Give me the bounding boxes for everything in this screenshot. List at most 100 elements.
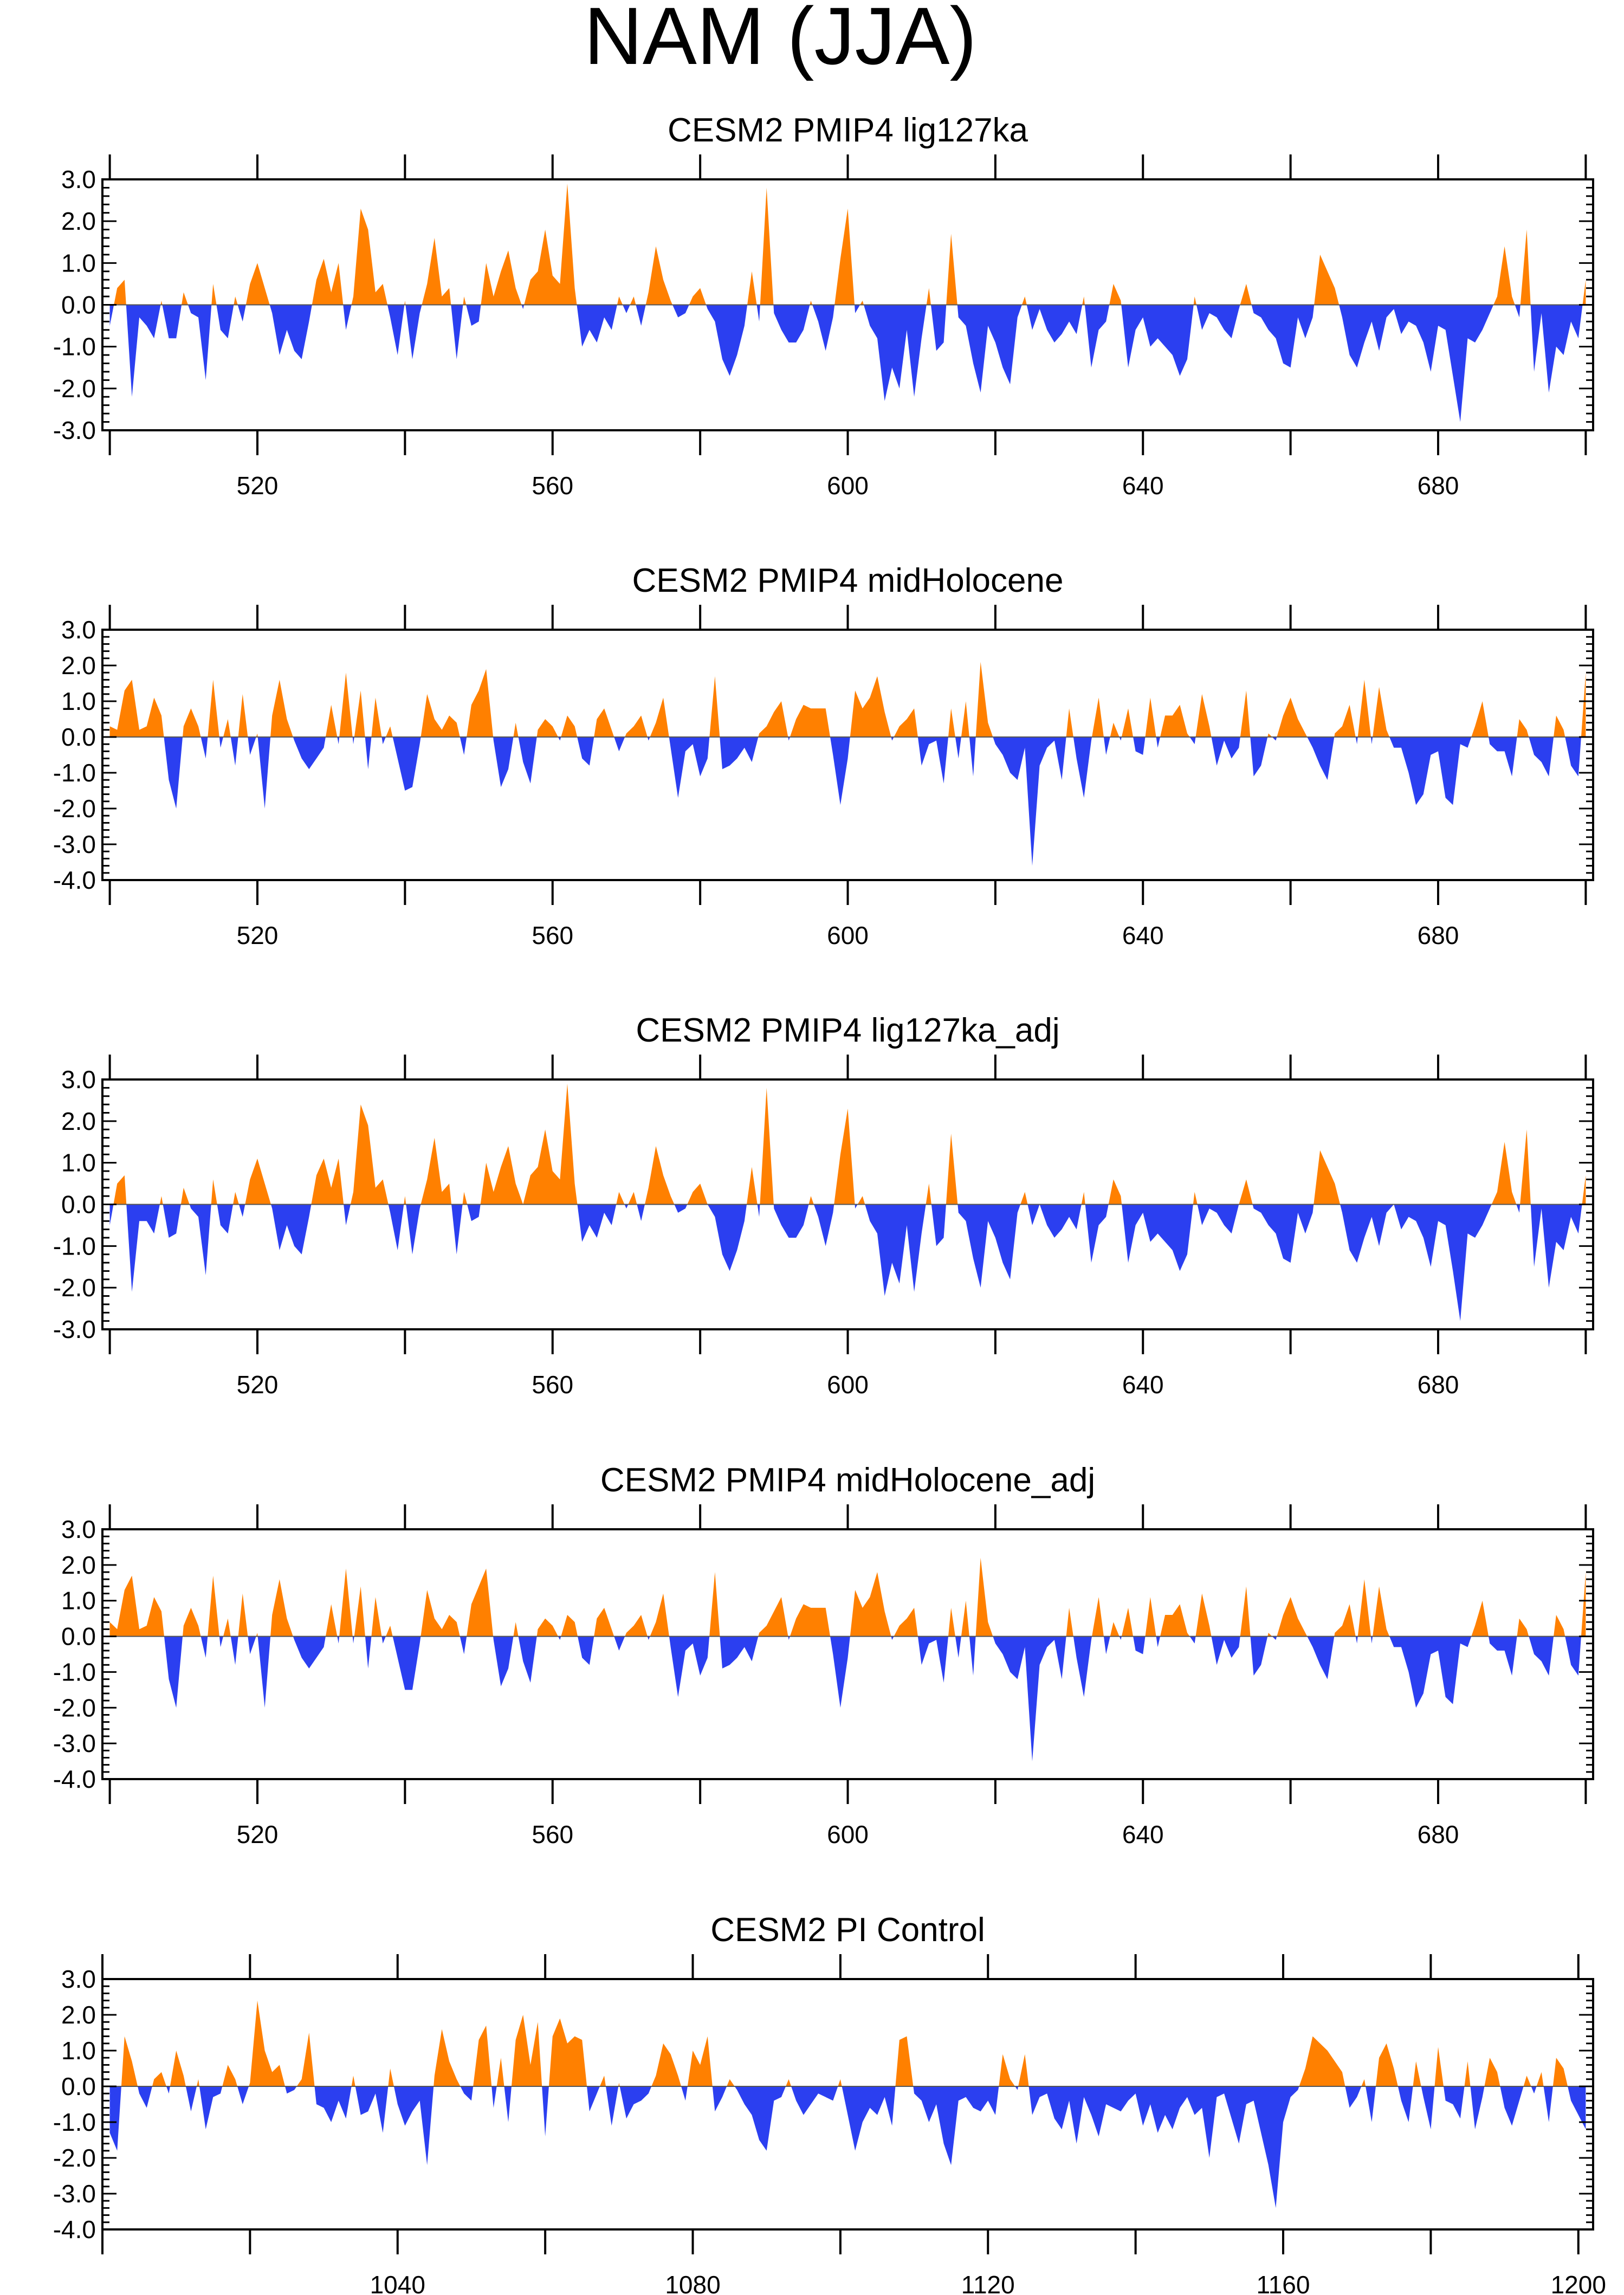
- y-tick-label: 1.0: [61, 1149, 96, 1177]
- x-tick-label: 1160: [1257, 2271, 1310, 2295]
- x-tick-label: 680: [1418, 1370, 1459, 1399]
- y-tick-label: -3.0: [53, 416, 96, 444]
- x-tick-label: 520: [237, 1370, 279, 1399]
- y-axis: 3.0 2.0 1.0 0.0 -1.0 -2.0 -3.0 -4.0: [53, 616, 1593, 894]
- positive-area: [109, 1083, 1586, 1205]
- series-fill: [109, 183, 1586, 422]
- x-tick-label: 640: [1122, 471, 1164, 500]
- y-tick-label: 3.0: [61, 616, 96, 644]
- x-tick-label: 1080: [665, 2271, 720, 2295]
- panel-title: CESM2 PMIP4 lig127ka_adj: [636, 1012, 1059, 1049]
- positive-area: [109, 2000, 1586, 2086]
- y-tick-label: 0.0: [61, 1622, 96, 1651]
- y-tick-label: -2.0: [53, 1273, 96, 1302]
- y-axis: 3.0 2.0 1.0 0.0 -1.0 -2.0 -3.0 -4.0: [53, 1965, 1593, 2244]
- y-tick-label: 2.0: [61, 651, 96, 680]
- x-axis: 520 560 600 640 680: [108, 154, 1587, 500]
- panel-4: CESM2 PMIP4 midHolocene_adj 3.0 2.0 1.0 0.0 -…: [53, 1462, 1594, 1848]
- y-tick-label: 2.0: [61, 2001, 96, 2029]
- y-tick-label: 3.0: [61, 1965, 96, 1993]
- panel-5: CESM2 PI Control 3.0 2.0 1.0 0.0 -1.0 -2.0 -3.0…: [53, 1911, 1606, 2295]
- x-tick-label: 680: [1418, 471, 1459, 500]
- x-tick-label: 520: [237, 1820, 279, 1848]
- x-axis: 520 560 600 640 680: [108, 1055, 1587, 1399]
- y-tick-label: -3.0: [53, 1729, 96, 1757]
- x-tick-label: 640: [1122, 1370, 1164, 1399]
- y-axis: 3.0 2.0 1.0 0.0 -1.0 -2.0 -3.0: [53, 1065, 1593, 1343]
- negative-area: [109, 1204, 1586, 1321]
- negative-area: [109, 1636, 1586, 1762]
- panel-title: CESM2 PMIP4 lig127ka: [668, 112, 1028, 149]
- y-tick-label: -2.0: [53, 374, 96, 403]
- y-tick-label: -3.0: [53, 1315, 96, 1343]
- panel-title: CESM2 PMIP4 midHolocene: [632, 562, 1064, 599]
- x-tick-label: 600: [827, 1820, 869, 1848]
- x-tick-label: 600: [827, 921, 869, 949]
- y-axis: 3.0 2.0 1.0 0.0 -1.0 -2.0 -3.0 -4.0: [53, 1515, 1593, 1793]
- y-tick-label: 3.0: [61, 1515, 96, 1543]
- y-tick-label: 1.0: [61, 249, 96, 277]
- positive-area: [109, 662, 1586, 737]
- x-tick-label: 560: [532, 1370, 573, 1399]
- y-tick-label: 0.0: [61, 723, 96, 751]
- panel-3: CESM2 PMIP4 lig127ka_adj 3.0 2.0 1.0 0.0 -1.0…: [53, 1012, 1594, 1399]
- plot-frame: [101, 1978, 1594, 2231]
- y-tick-label: -2.0: [53, 1693, 96, 1722]
- x-tick-label: 1040: [370, 2271, 425, 2295]
- x-tick-label: 1200: [1551, 2271, 1606, 2295]
- y-tick-label: -2.0: [53, 794, 96, 823]
- x-tick-label: 520: [237, 471, 279, 500]
- y-tick-label: -3.0: [53, 2180, 96, 2208]
- negative-area: [109, 737, 1586, 866]
- x-tick-label: 640: [1122, 1820, 1164, 1848]
- y-tick-label: -1.0: [53, 333, 96, 361]
- figure-title: NAM (JJA): [584, 0, 977, 81]
- y-tick-label: 2.0: [61, 1107, 96, 1135]
- x-tick-label: 560: [532, 921, 573, 949]
- y-tick-label: -3.0: [53, 830, 96, 858]
- x-tick-label: 560: [532, 471, 573, 500]
- x-tick-label: 600: [827, 471, 869, 500]
- y-tick-label: 3.0: [61, 165, 96, 193]
- x-tick-label: 520: [237, 921, 279, 949]
- y-tick-label: -2.0: [53, 2144, 96, 2172]
- negative-area: [109, 2086, 1586, 2208]
- y-tick-label: -1.0: [53, 1232, 96, 1260]
- x-tick-label: 560: [532, 1820, 573, 1848]
- y-axis: 3.0 2.0 1.0 0.0 -1.0 -2.0 -3.0: [53, 165, 1593, 444]
- y-tick-label: 2.0: [61, 1551, 96, 1579]
- series-fill: [109, 2000, 1586, 2208]
- x-axis: 1040 1080 1120 1160 1200: [101, 1954, 1606, 2295]
- y-tick-label: -1.0: [53, 759, 96, 787]
- y-tick-label: -4.0: [53, 866, 96, 894]
- series-fill: [109, 662, 1586, 866]
- y-tick-label: 0.0: [61, 1191, 96, 1219]
- y-tick-label: 0.0: [61, 2072, 96, 2100]
- x-tick-label: 600: [827, 1370, 869, 1399]
- y-tick-label: -1.0: [53, 1658, 96, 1686]
- y-tick-label: 2.0: [61, 207, 96, 235]
- series-fill: [109, 1083, 1586, 1321]
- x-tick-label: 680: [1418, 1820, 1459, 1848]
- y-tick-label: 3.0: [61, 1065, 96, 1094]
- panel-title: CESM2 PI Control: [710, 1911, 985, 1949]
- panel-2: CESM2 PMIP4 midHolocene 3.0 2.0 1.0 0.0 -1.0 -…: [53, 562, 1594, 949]
- positive-area: [109, 1557, 1586, 1637]
- x-tick-label: 1120: [961, 2271, 1015, 2295]
- x-tick-label: 640: [1122, 921, 1164, 949]
- y-tick-label: -4.0: [53, 1765, 96, 1793]
- x-axis: 520 560 600 640 680: [108, 605, 1587, 949]
- negative-area: [109, 305, 1586, 422]
- x-tick-label: 680: [1418, 921, 1459, 949]
- y-tick-label: -1.0: [53, 2108, 96, 2136]
- panel-title: CESM2 PMIP4 midHolocene_adj: [600, 1462, 1095, 1499]
- y-tick-label: 1.0: [61, 687, 96, 715]
- y-tick-label: -4.0: [53, 2215, 96, 2244]
- y-tick-label: 0.0: [61, 291, 96, 319]
- series-fill: [109, 1557, 1586, 1762]
- y-tick-label: 1.0: [61, 1587, 96, 1615]
- panel-1: CESM2 PMIP4 lig127ka 3.0 2.0 1.0 0.0 -1.0 -2.0…: [53, 112, 1594, 500]
- x-axis: 520 560 600 640 680: [108, 1504, 1587, 1848]
- positive-area: [109, 183, 1586, 305]
